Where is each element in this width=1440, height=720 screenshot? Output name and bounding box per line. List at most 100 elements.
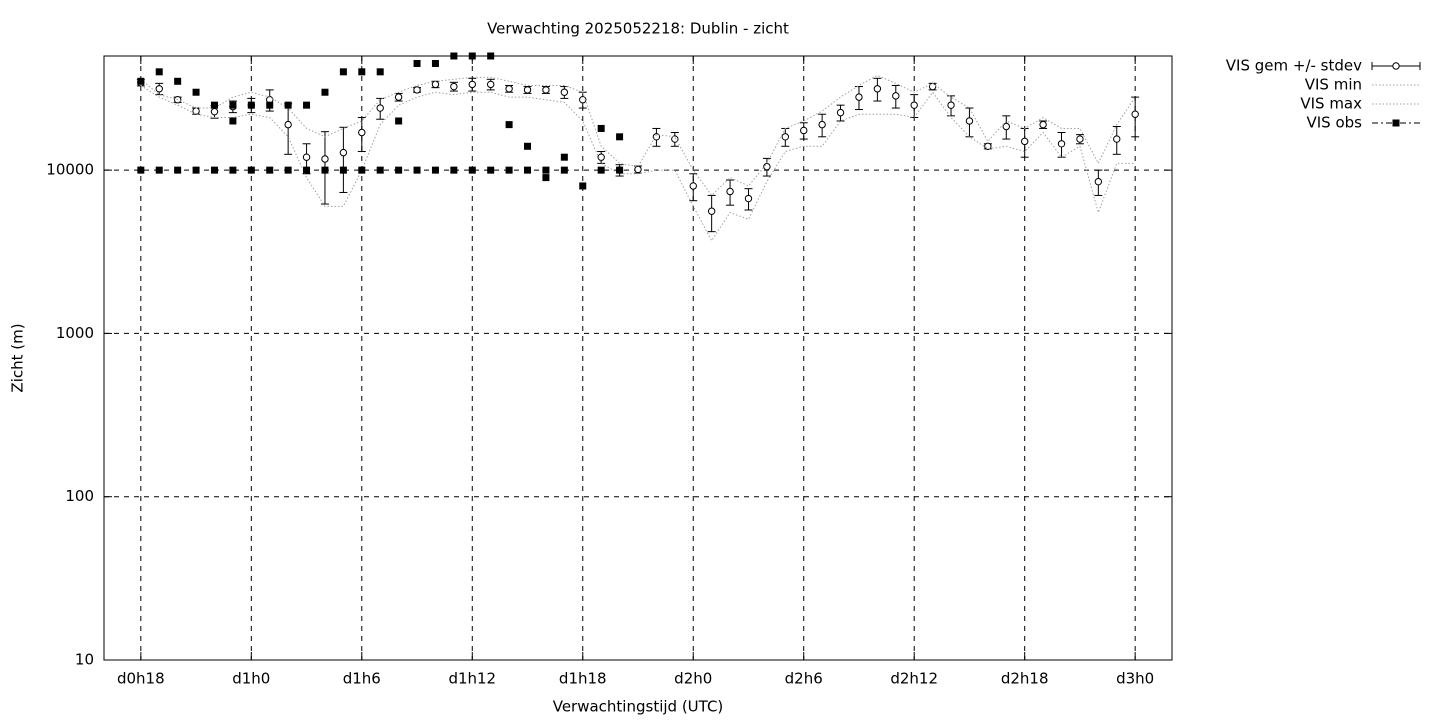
- mean-point: [707, 207, 716, 215]
- obs-point: [192, 166, 200, 174]
- y-axis-label: Zicht (m): [9, 323, 27, 392]
- mean-point: [339, 148, 348, 157]
- obs-point: [358, 68, 366, 76]
- mean-point: [321, 155, 329, 163]
- legend-label: VIS gem +/- stdev: [1226, 57, 1362, 75]
- obs-point: [192, 88, 200, 96]
- obs-point: [266, 166, 274, 174]
- mean-point: [560, 88, 569, 96]
- obs-point: [247, 101, 255, 109]
- x-tick-label: d1h0: [232, 670, 270, 688]
- obs-point: [597, 124, 605, 132]
- mean-point: [1094, 177, 1103, 186]
- plot-frame: [103, 55, 1173, 661]
- obs-point: [431, 166, 439, 174]
- x-tick-label: d2h0: [674, 670, 712, 688]
- mean-point: [836, 108, 845, 117]
- obs-point: [376, 68, 384, 76]
- mean-point: [1113, 135, 1121, 143]
- obs-point: [431, 59, 439, 67]
- mean-point: [376, 104, 384, 112]
- y-tick-label: 10: [75, 651, 94, 669]
- obs-point: [339, 68, 347, 76]
- mean-point: [523, 86, 532, 94]
- obs-point: [616, 133, 624, 141]
- mean-point: [468, 80, 476, 89]
- mean-point: [505, 85, 513, 93]
- obs-point: [487, 52, 495, 60]
- legend-sample: [1392, 62, 1400, 70]
- obs-point: [137, 166, 145, 174]
- obs-point: [284, 166, 292, 174]
- mean-point: [1039, 120, 1047, 129]
- mean-point: [1020, 137, 1029, 146]
- obs-point: [321, 166, 329, 174]
- obs-point: [597, 166, 605, 174]
- obs-point: [395, 166, 403, 174]
- obs-point: [524, 142, 532, 150]
- obs-point: [560, 153, 568, 161]
- mean-point: [394, 93, 403, 101]
- obs-point: [395, 117, 403, 125]
- mean-point: [800, 126, 808, 135]
- y-tick-label: 1000: [56, 324, 94, 342]
- mean-point: [542, 86, 550, 94]
- x-tick-label: d2h18: [1001, 670, 1049, 688]
- mean-point: [689, 182, 697, 190]
- obs-point: [137, 77, 145, 85]
- mean-point: [763, 162, 771, 171]
- x-tick-label: d2h6: [785, 670, 823, 688]
- mean-point: [781, 133, 790, 141]
- range-line: [140, 85, 1136, 242]
- x-tick-label: d0h18: [117, 670, 165, 688]
- obs-point: [560, 166, 568, 174]
- legend-sample: [1392, 119, 1400, 127]
- obs-point: [229, 117, 237, 125]
- obs-point: [579, 182, 587, 190]
- obs-point: [210, 166, 218, 174]
- obs-point: [229, 166, 237, 174]
- obs-point: [468, 166, 476, 174]
- mean-point: [155, 85, 163, 93]
- obs-point: [284, 101, 292, 109]
- mean-point: [1131, 110, 1139, 118]
- range-line: [140, 74, 1136, 197]
- mean-point: [284, 120, 292, 129]
- obs-point: [524, 166, 532, 174]
- obs-point: [210, 101, 218, 109]
- legend-label: VIS obs: [1307, 114, 1363, 132]
- obs-point: [413, 166, 421, 174]
- obs-point: [303, 166, 311, 174]
- y-tick-label: 10000: [46, 161, 94, 179]
- obs-point: [358, 166, 366, 174]
- obs-point: [468, 52, 476, 60]
- obs-point: [266, 101, 274, 109]
- obs-point: [542, 174, 550, 182]
- obs-point: [376, 166, 384, 174]
- obs-point: [339, 166, 347, 174]
- x-tick-label: d1h12: [448, 670, 496, 688]
- chart-title: Verwachting 2025052218: Dublin - zicht: [487, 20, 789, 38]
- x-tick-label: d1h18: [559, 670, 607, 688]
- obs-point: [450, 52, 458, 60]
- mean-point: [486, 80, 495, 89]
- mean-point: [726, 187, 734, 196]
- mean-point: [818, 120, 826, 129]
- obs-point: [616, 166, 624, 174]
- mean-point: [579, 95, 587, 104]
- x-axis-label: Verwachtingstijd (UTC): [553, 698, 724, 716]
- x-tick-label: d1h6: [343, 670, 381, 688]
- mean-point: [358, 128, 366, 137]
- obs-point: [155, 68, 163, 76]
- y-tick-label: 100: [65, 487, 94, 505]
- mean-point: [597, 153, 605, 161]
- mean-point: [744, 194, 753, 203]
- obs-point: [487, 166, 495, 174]
- obs-point: [505, 166, 513, 174]
- mean-point: [1002, 122, 1010, 131]
- obs-point: [174, 166, 182, 174]
- legend-label: VIS max: [1300, 95, 1362, 113]
- x-tick-label: d3h0: [1116, 670, 1154, 688]
- mean-point: [302, 153, 311, 161]
